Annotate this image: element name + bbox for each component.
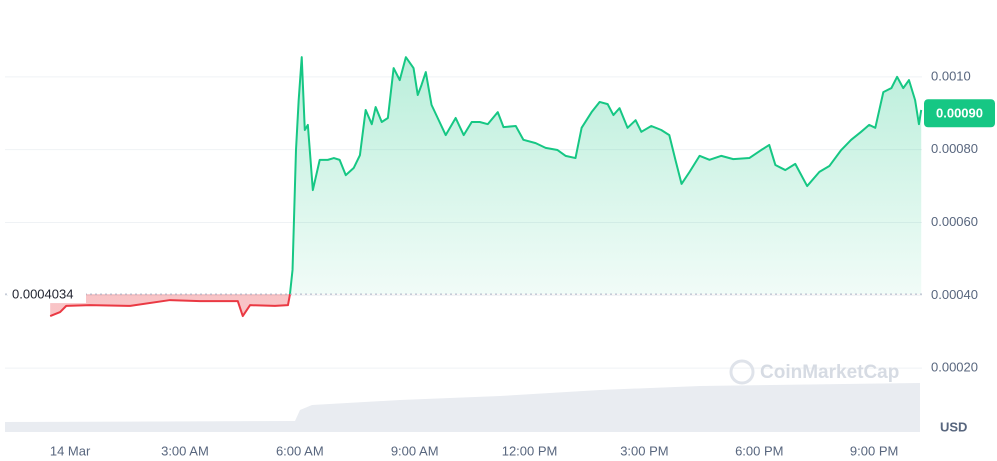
volume-area <box>5 383 920 432</box>
x-tick-label: 6:00 AM <box>276 443 324 458</box>
y-tick-label: 0.00040 <box>931 287 978 302</box>
price-line <box>49 56 923 318</box>
x-tick-label: 9:00 PM <box>850 443 898 458</box>
watermark: CoinMarketCap <box>729 359 899 385</box>
baseline-label-bg <box>8 285 86 304</box>
x-tick-label: 6:00 PM <box>735 443 783 458</box>
price-area <box>50 57 922 317</box>
last-price-label: 0.00090 <box>936 106 983 121</box>
y-tick-label: 0.00080 <box>931 141 978 156</box>
x-tick-label: 3:00 AM <box>161 443 209 458</box>
watermark-logo <box>729 359 755 385</box>
y-unit: USD <box>940 419 967 434</box>
watermark-text: CoinMarketCap <box>760 362 899 383</box>
last-price-badge <box>924 99 995 128</box>
x-tick-label: 9:00 AM <box>391 443 439 458</box>
y-tick-label: 0.0010 <box>931 68 971 83</box>
x-tick-label: 12:00 PM <box>502 443 558 458</box>
plot: 0.0004034 0.00090 <box>5 56 995 318</box>
x-tick-label: 3:00 PM <box>620 443 668 458</box>
baseline-label: 0.0004034 <box>12 287 73 302</box>
x-tick-label: 14 Mar <box>50 443 91 458</box>
y-tick-label: 0.00020 <box>931 360 978 375</box>
y-tick-label: 0.00060 <box>931 214 978 229</box>
